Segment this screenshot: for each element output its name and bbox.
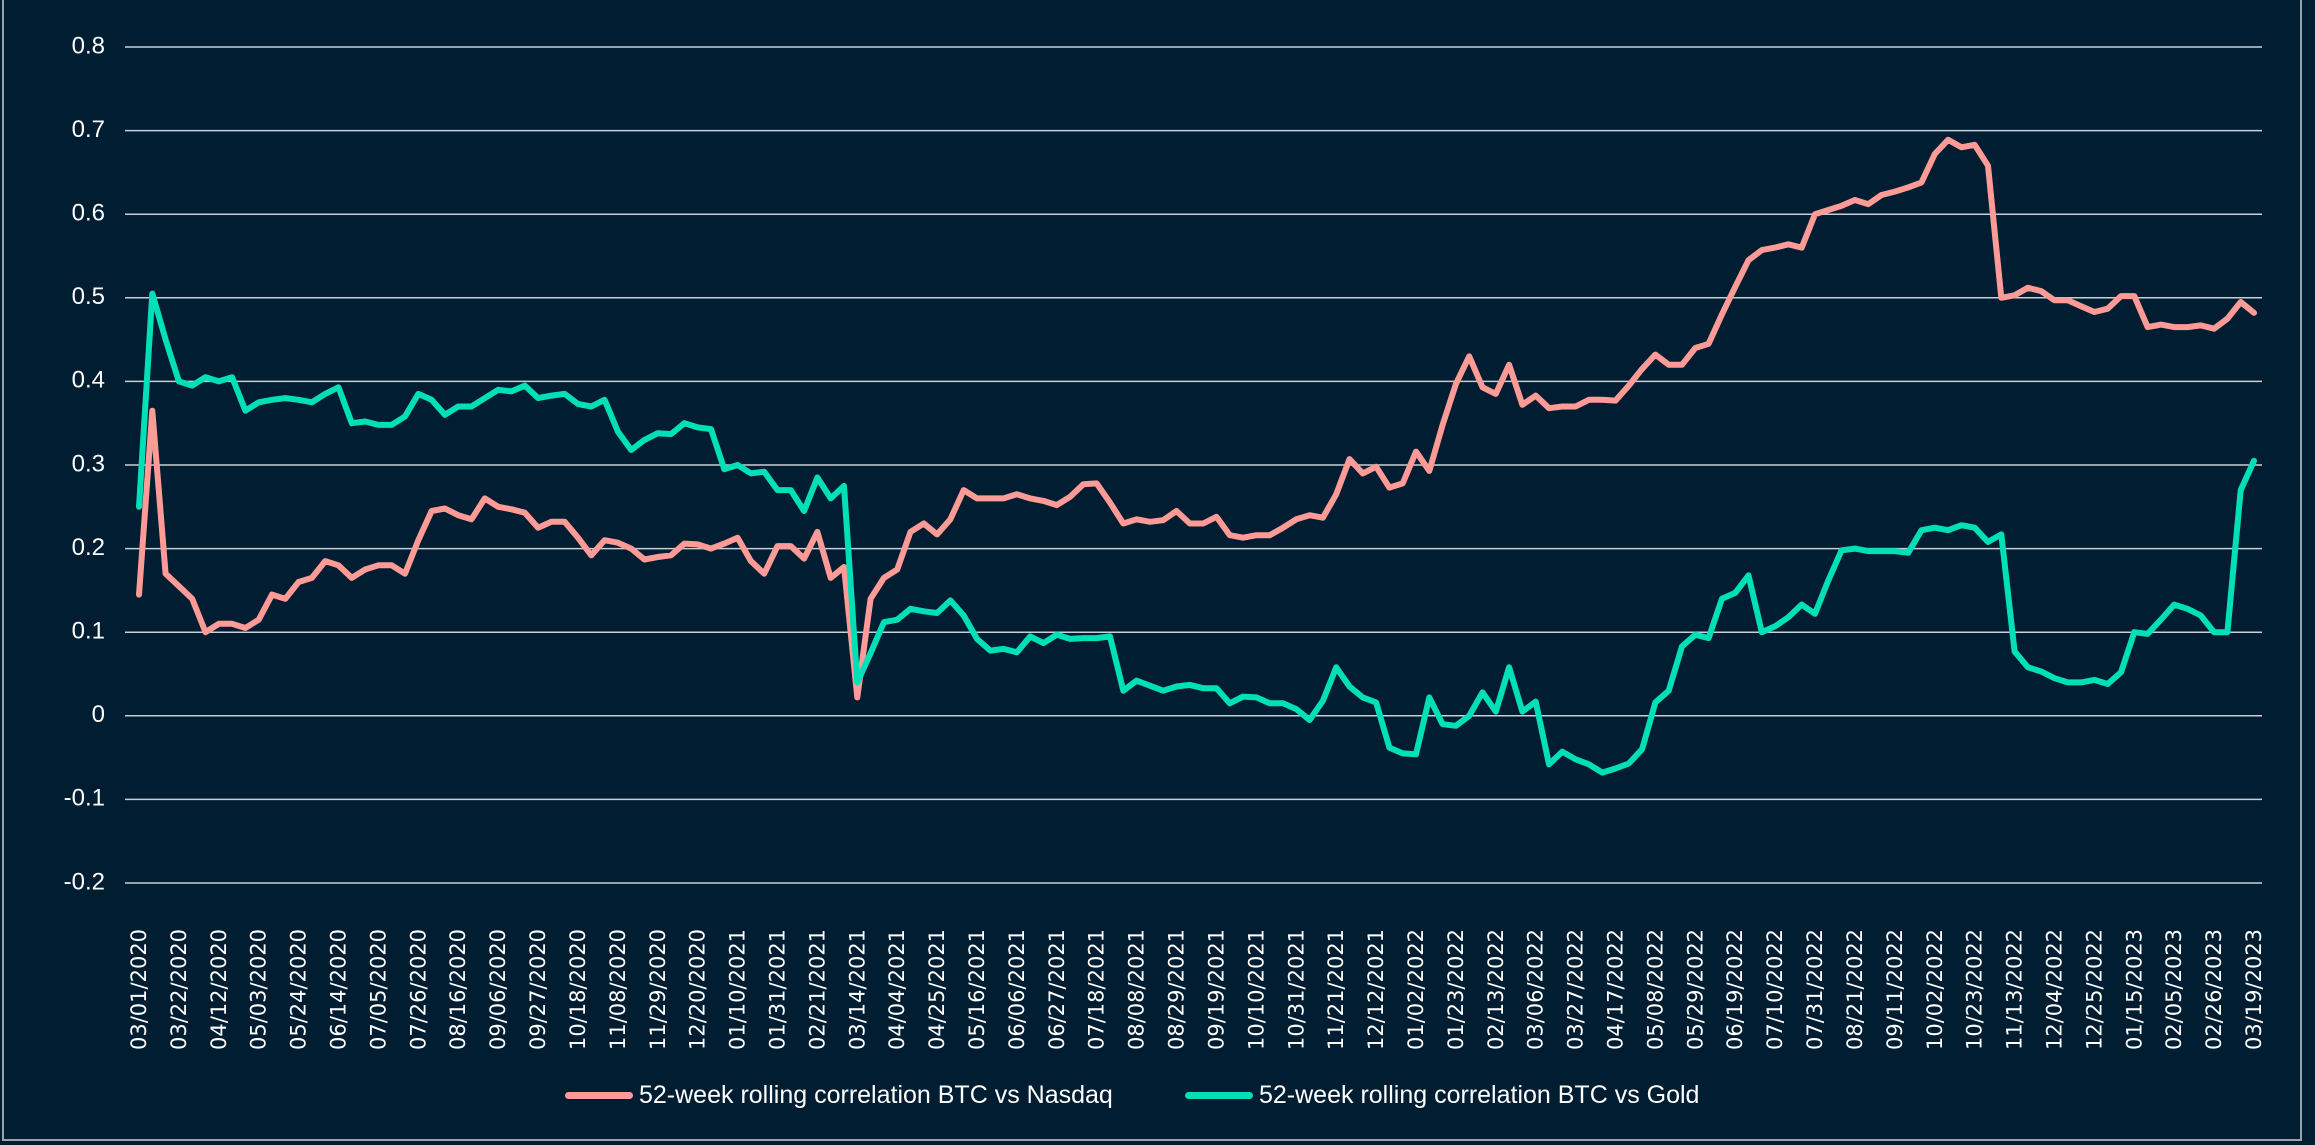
x-tick-label: 04/12/2020 (207, 929, 231, 1050)
legend-label-gold: 52-week rolling correlation BTC vs Gold (1259, 1080, 1700, 1109)
x-tick-label: 03/01/2020 (127, 929, 151, 1050)
legend-swatch-nasdaq (565, 1091, 633, 1099)
x-tick-label: 03/14/2021 (845, 929, 869, 1050)
x-tick-label: 05/16/2021 (965, 929, 989, 1050)
y-tick-label: -0.2 (64, 868, 105, 895)
x-tick-label: 12/25/2022 (2082, 929, 2106, 1050)
x-tick-label: 03/19/2023 (2242, 929, 2266, 1050)
y-tick-label: 0 (92, 701, 105, 728)
x-tick-label: 12/20/2020 (686, 929, 710, 1050)
y-tick-label: 0.3 (72, 450, 105, 477)
y-tick-label: -0.1 (64, 785, 105, 812)
x-tick-label: 01/15/2023 (2122, 929, 2146, 1050)
x-tick-label: 04/04/2021 (885, 929, 909, 1050)
x-tick-label: 09/11/2022 (1883, 929, 1907, 1050)
y-axis-ticks: 0.8 0.7 0.6 0.5 0.4 0.3 0.2 0.1 0 -0.1 -0.2 (64, 32, 105, 895)
x-tick-label: 08/21/2022 (1843, 929, 1867, 1050)
x-tick-label: 11/21/2021 (1324, 929, 1348, 1050)
x-tick-label: 01/10/2021 (726, 929, 750, 1050)
x-tick-label: 07/05/2020 (366, 929, 390, 1050)
x-tick-label: 06/27/2021 (1045, 929, 1069, 1050)
x-tick-label: 10/18/2020 (566, 929, 590, 1050)
x-tick-label: 09/06/2020 (486, 929, 510, 1050)
legend-swatch-gold (1185, 1091, 1253, 1099)
x-tick-label: 01/31/2021 (765, 929, 789, 1050)
x-tick-label: 05/24/2020 (287, 929, 311, 1050)
x-tick-label: 10/23/2022 (1963, 929, 1987, 1050)
y-tick-label: 0.1 (72, 618, 105, 645)
x-tick-label: 03/06/2022 (1524, 929, 1548, 1050)
x-tick-label: 09/27/2020 (526, 929, 550, 1050)
x-tick-label: 11/29/2020 (646, 929, 670, 1050)
x-tick-label: 12/12/2021 (1364, 929, 1388, 1050)
x-tick-label: 03/22/2020 (167, 929, 191, 1050)
x-tick-label: 01/02/2022 (1404, 929, 1428, 1050)
x-tick-label: 11/08/2020 (606, 929, 630, 1050)
x-tick-label: 02/26/2023 (2202, 929, 2226, 1050)
x-tick-label: 05/03/2020 (247, 929, 271, 1050)
x-tick-label: 10/02/2022 (1923, 929, 1947, 1050)
x-tick-label: 08/29/2021 (1165, 929, 1189, 1050)
x-tick-label: 04/17/2022 (1604, 929, 1628, 1050)
x-tick-label: 03/27/2022 (1564, 929, 1588, 1050)
legend-label-nasdaq: 52-week rolling correlation BTC vs Nasda… (639, 1080, 1113, 1109)
x-tick-label: 08/16/2020 (446, 929, 470, 1050)
y-tick-label: 0.2 (72, 534, 105, 561)
x-tick-label: 12/04/2022 (2042, 929, 2066, 1050)
y-tick-label: 0.7 (72, 116, 105, 143)
x-tick-label: 02/05/2023 (2162, 929, 2186, 1050)
x-tick-label: 07/18/2021 (1085, 929, 1109, 1050)
x-tick-label: 06/06/2021 (1005, 929, 1029, 1050)
y-tick-label: 0.5 (72, 283, 105, 310)
x-tick-label: 05/29/2022 (1683, 929, 1707, 1050)
series-line-nasdaq (136, 136, 2257, 701)
x-tick-label: 07/10/2022 (1763, 929, 1787, 1050)
x-tick-label: 05/08/2022 (1643, 929, 1667, 1050)
x-tick-label: 10/31/2021 (1284, 929, 1308, 1050)
x-tick-label: 02/21/2021 (805, 929, 829, 1050)
x-tick-label: 10/10/2021 (1244, 929, 1268, 1050)
y-tick-label: 0.6 (72, 200, 105, 227)
y-tick-label: 0.4 (72, 367, 105, 394)
series-lines (136, 136, 2257, 776)
x-tick-label: 08/08/2021 (1125, 929, 1149, 1050)
y-tick-label: 0.8 (72, 32, 105, 59)
x-tick-label: 07/31/2022 (1803, 929, 1827, 1050)
x-tick-label: 09/19/2021 (1204, 929, 1228, 1050)
series-line-gold (136, 290, 2257, 776)
x-tick-label: 11/13/2022 (2003, 929, 2027, 1050)
legend-item-nasdaq: 52-week rolling correlation BTC vs Nasda… (565, 1078, 1113, 1112)
x-axis-ticks: 03/01/2020 03/22/2020 04/12/2020 05/03/2020… (127, 929, 2266, 1050)
x-tick-label: 06/19/2022 (1723, 929, 1747, 1050)
x-tick-label: 07/26/2020 (406, 929, 430, 1050)
legend-item-gold: 52-week rolling correlation BTC vs Gold (1185, 1078, 1699, 1112)
gridlines (125, 46, 2262, 884)
x-tick-label: 04/25/2021 (925, 929, 949, 1050)
x-tick-label: 02/13/2022 (1484, 929, 1508, 1050)
x-tick-label: 01/23/2022 (1444, 929, 1468, 1050)
x-tick-label: 06/14/2020 (327, 929, 351, 1050)
